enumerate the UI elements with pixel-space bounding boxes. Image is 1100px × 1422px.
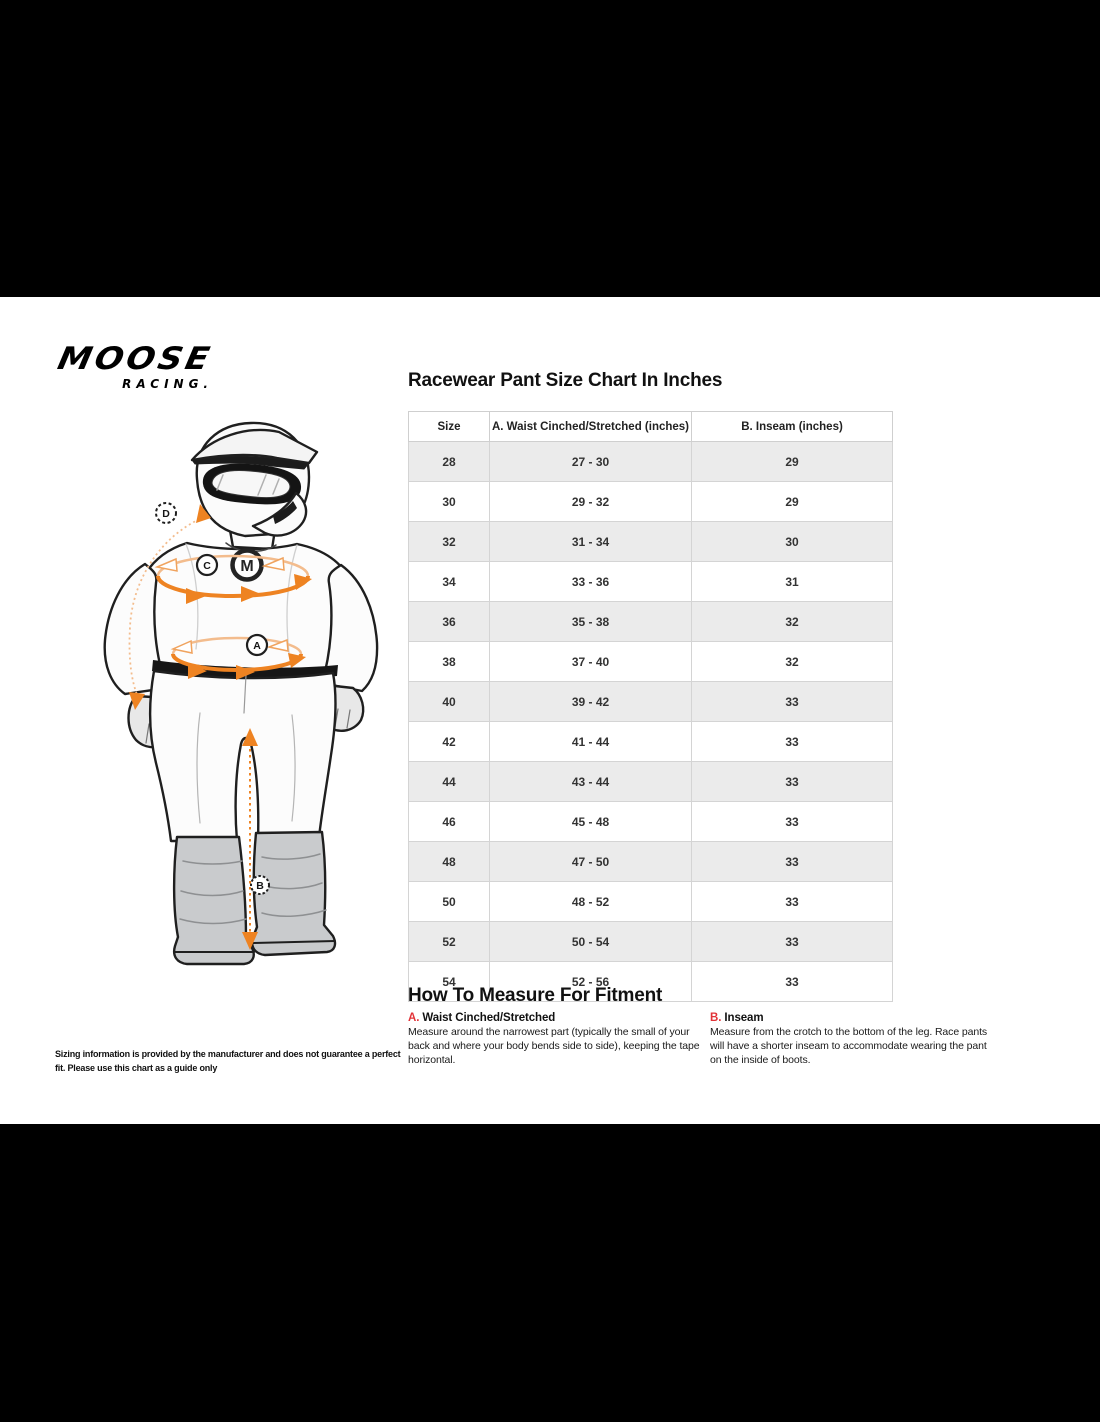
table-cell: 29 [691,441,893,482]
table-cell: 32 [691,641,893,682]
table-cell: 48 [408,841,490,882]
table-cell: 50 - 54 [489,921,692,962]
measure-waist-label: A. Waist Cinched/Stretched [408,1012,556,1024]
measure-block-waist: A. Waist Cinched/Stretched Measure aroun… [408,1012,704,1068]
table-cell: 39 - 42 [489,681,692,722]
table-cell: 30 [408,481,490,522]
svg-text:C: C [203,560,211,572]
table-cell: 33 [691,921,893,962]
column-header-waist: A. Waist Cinched/Stretched (inches) [489,411,692,442]
table-cell: 33 [691,721,893,762]
table-cell: 40 [408,681,490,722]
table-cell: 28 [408,441,490,482]
table-row: 52 50 - 54 33 [408,921,893,962]
table-row: 40 39 - 42 33 [408,681,893,722]
table-cell: 33 [691,681,893,722]
table-cell: 43 - 44 [489,761,692,802]
table-cell: 33 - 36 [489,561,692,602]
marker-badge-c: C [195,553,219,577]
table-row: 48 47 - 50 33 [408,841,893,882]
table-cell: 32 [691,601,893,642]
table-cell: 31 - 34 [489,521,692,562]
table-cell: 37 - 40 [489,641,692,682]
table-cell: 45 - 48 [489,801,692,842]
rider-pants [148,660,338,843]
table-cell: 33 [691,801,893,842]
table-row: 54 52 - 56 33 [408,961,893,1002]
table-cell: 38 [408,641,490,682]
measure-waist-text: Measure around the narrowest part (typic… [408,1026,700,1066]
arm-length-guide [128,516,205,698]
table-cell: 29 - 32 [489,481,692,522]
brand-logo-subtext: RACING. [122,377,213,391]
measure-block-inseam: B. Inseam Measure from the crotch to the… [710,1012,1000,1068]
rider-boots [172,830,337,966]
measure-waist-prefix: A. [408,1012,420,1024]
table-cell: 34 [408,561,490,602]
table-cell: 41 - 44 [489,721,692,762]
brand-logo: MOOSE RACING. [55,341,220,391]
table-row: 38 37 - 40 32 [408,641,893,682]
measure-inseam-label: B. Inseam [710,1012,764,1024]
svg-text:A: A [253,640,261,652]
table-cell: 33 [691,841,893,882]
size-chart-title: Racewear Pant Size Chart In Inches [408,370,723,391]
table-cell: 29 [691,481,893,522]
table-cell: 33 [691,881,893,922]
table-row: 30 29 - 32 29 [408,481,893,522]
table-cell: 48 - 52 [489,881,692,922]
size-table-body: 28 27 - 30 29 30 29 - 32 29 32 31 - 34 30 34 33 - … [408,441,893,1002]
column-header-inseam: B. Inseam (inches) [691,411,893,442]
chest-logo-letter: M [240,558,253,575]
table-cell: 42 [408,721,490,762]
brand-logo-text: MOOSE [54,341,216,377]
table-cell: 50 [408,881,490,922]
table-row: 34 33 - 36 31 [408,561,893,602]
measurement-annotations: D C A B [128,502,312,950]
table-cell: 35 - 38 [489,601,692,642]
table-cell: 27 - 30 [489,441,692,482]
table-row: 36 35 - 38 32 [408,601,893,642]
marker-badge-d: D [155,502,177,524]
svg-text:B: B [256,880,264,892]
rider-helmet [190,421,319,538]
disclaimer-text: Sizing information is provided by the ma… [55,1049,401,1073]
content-sheet: MOOSE RACING. [0,297,1100,1124]
table-cell: 52 [408,921,490,962]
table-cell: 30 [691,521,893,562]
table-cell: 36 [408,601,490,642]
column-header-size: Size [408,411,490,442]
svg-text:D: D [162,508,170,520]
table-row: 46 45 - 48 33 [408,801,893,842]
measure-section-title: How To Measure For Fitment [408,985,663,1006]
table-cell: 44 [408,761,490,802]
table-cell: 31 [691,561,893,602]
table-row: 42 41 - 44 33 [408,721,893,762]
table-cell: 33 [691,961,893,1002]
table-cell: 52 - 56 [489,961,692,1002]
rider-measurement-figure: M [103,421,379,966]
table-cell: 32 [408,521,490,562]
table-row: 50 48 - 52 33 [408,881,893,922]
marker-badge-a: A [245,633,269,657]
table-cell: 33 [691,761,893,802]
measure-inseam-text: Measure from the crotch to the bottom of… [710,1026,988,1066]
measure-inseam-prefix: B. [710,1012,722,1024]
table-row: 44 43 - 44 33 [408,761,893,802]
table-header-row: Size A. Waist Cinched/Stretched (inches)… [408,411,893,442]
table-cell: 46 [408,801,490,842]
table-row: 32 31 - 34 30 [408,521,893,562]
table-row: 28 27 - 30 29 [408,441,893,482]
table-cell: 54 [408,961,490,1002]
size-chart-table: Size A. Waist Cinched/Stretched (inches)… [408,411,893,1002]
marker-badge-b: B [250,875,270,895]
table-cell: 47 - 50 [489,841,692,882]
